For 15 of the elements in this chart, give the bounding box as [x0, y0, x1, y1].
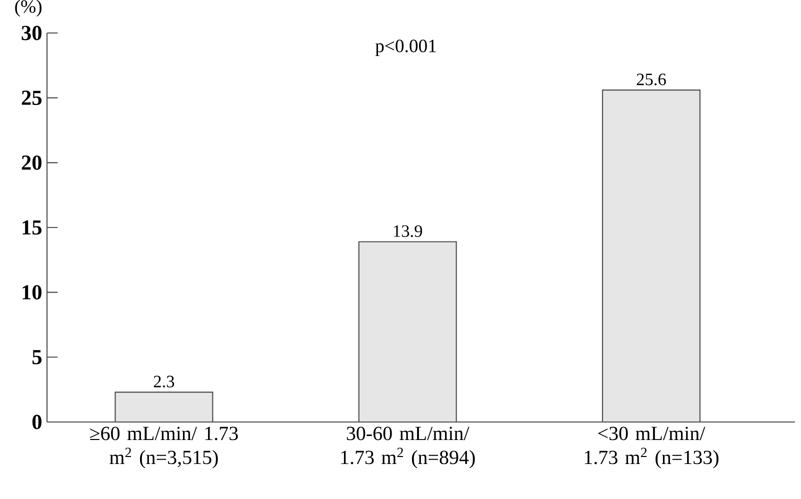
y-axis-title: (%) [15, 0, 42, 17]
y-tick-label: 20 [22, 155, 42, 170]
annotation: p<0.001 [375, 40, 436, 56]
y-tick-label: 5 [32, 350, 42, 364]
y-tick-label: 25 [22, 90, 42, 105]
x-tick-label: <30 mL/min/ 1.73 m$^{2}$ (n=133) [584, 426, 718, 468]
data-label: 13.9 [394, 225, 422, 238]
y-tick-label: 10 [22, 285, 42, 300]
y-tick-label: 30 [22, 26, 42, 40]
data-label: 25.6 [636, 74, 666, 86]
y-tick-label: 0 [32, 414, 42, 430]
data-label: 2.3 [154, 376, 174, 388]
x-tick-label: 30-60 mL/min/ 1.73 m$^{2}$ (n=894) [341, 426, 475, 468]
y-tick-label: 15 [22, 220, 42, 235]
x-tick-label: ≥60 mL/min/ 1.73 m$^{2}$ (n=3,515) [90, 426, 238, 468]
